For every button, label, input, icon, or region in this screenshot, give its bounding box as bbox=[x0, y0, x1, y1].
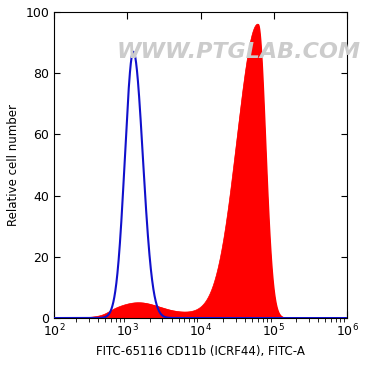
Y-axis label: Relative cell number: Relative cell number bbox=[7, 104, 20, 226]
Text: WWW.PTGLAB.COM: WWW.PTGLAB.COM bbox=[117, 42, 361, 62]
X-axis label: FITC-65116 CD11b (ICRF44), FITC-A: FITC-65116 CD11b (ICRF44), FITC-A bbox=[96, 345, 305, 358]
